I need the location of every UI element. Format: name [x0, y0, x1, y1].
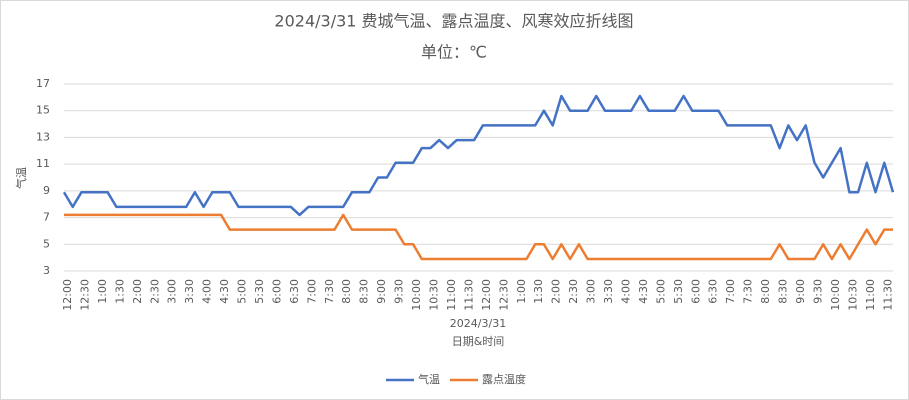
legend-label: 气温 — [418, 372, 440, 386]
x-tick-label: 7:30 — [742, 279, 755, 304]
x-tick-label: 10:00 — [829, 279, 842, 311]
x-tick-label: 8:00 — [340, 279, 353, 304]
x-tick-label: 3:30 — [602, 279, 615, 304]
x-tick-label: 11:30 — [881, 279, 894, 311]
x-tick-label: 5:30 — [672, 279, 685, 304]
x-tick-label: 12:30 — [78, 279, 91, 311]
y-tick-label: 17 — [36, 77, 50, 90]
x-tick-label: 6:00 — [270, 279, 283, 304]
x-tick-label: 1:00 — [515, 279, 528, 304]
x-tick-label: 9:30 — [393, 279, 406, 304]
x-tick-label: 11:00 — [445, 279, 458, 311]
x-tick-label: 4:00 — [619, 279, 632, 304]
y-axis-title: 气温 — [14, 167, 28, 189]
x-tick-label: 9:30 — [811, 279, 824, 304]
x-tick-label: 1:00 — [96, 279, 109, 304]
x-tick-label: 6:30 — [707, 279, 720, 304]
x-tick-label: 6:30 — [288, 279, 301, 304]
legend-label: 露点温度 — [482, 372, 526, 386]
x-tick-label: 10:00 — [410, 279, 423, 311]
y-tick-label: 13 — [36, 130, 50, 143]
x-tick-label: 1:30 — [532, 279, 545, 304]
x-tick-label: 3:00 — [585, 279, 598, 304]
y-tick-label: 15 — [36, 104, 50, 117]
y-tick-label: 7 — [43, 211, 50, 224]
line-series — [62, 94, 895, 217]
x-tick-label: 12:30 — [497, 279, 510, 311]
x-tick-label: 7:00 — [724, 279, 737, 304]
y-tick-label: 9 — [43, 184, 50, 197]
x-tick-label: 2:30 — [148, 279, 161, 304]
x-tick-label: 5:00 — [236, 279, 249, 304]
x-tick-label: 11:00 — [864, 279, 877, 311]
x-tick-label: 9:00 — [375, 279, 388, 304]
x-tick-label: 4:30 — [218, 279, 231, 304]
x-axis-title: 日期&时间 — [452, 335, 505, 348]
x-tick-label: 5:00 — [654, 279, 667, 304]
x-tick-label: 8:30 — [777, 279, 790, 304]
x-tick-label: 4:30 — [637, 279, 650, 304]
x-tick-label: 8:30 — [358, 279, 371, 304]
y-tick-label: 5 — [43, 237, 50, 250]
chart-title: 2024/3/31 费城气温、露点温度、风寒效应折线图 — [274, 12, 633, 31]
x-tick-label: 2:00 — [550, 279, 563, 304]
line-series — [64, 213, 893, 261]
x-tick-label: 7:00 — [305, 279, 318, 304]
x-tick-label: 4:00 — [201, 279, 214, 304]
x-tick-label: 7:30 — [323, 279, 336, 304]
x-tick-label: 9:00 — [794, 279, 807, 304]
x-tick-label: 2:00 — [131, 279, 144, 304]
x-group-label: 2024/3/31 — [450, 317, 506, 330]
x-tick-label: 11:30 — [462, 279, 475, 311]
x-tick-label: 3:00 — [166, 279, 179, 304]
x-tick-label: 6:00 — [689, 279, 702, 304]
x-tick-label: 8:00 — [759, 279, 772, 304]
chart-subtitle: 单位：℃ — [421, 43, 487, 62]
y-tick-label: 3 — [43, 264, 50, 277]
x-tick-label: 3:30 — [183, 279, 196, 304]
x-tick-label: 10:30 — [846, 279, 859, 311]
x-tick-label: 12:00 — [61, 279, 74, 311]
y-tick-label: 11 — [36, 157, 50, 170]
x-tick-label: 2:30 — [567, 279, 580, 304]
x-tick-label: 5:30 — [253, 279, 266, 304]
x-tick-label: 10:30 — [428, 279, 441, 311]
x-tick-label: 12:00 — [480, 279, 493, 311]
x-tick-label: 1:30 — [113, 279, 126, 304]
